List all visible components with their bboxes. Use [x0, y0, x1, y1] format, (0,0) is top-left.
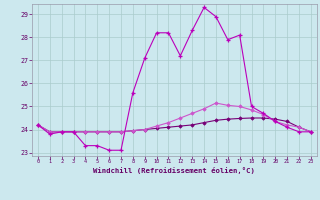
X-axis label: Windchill (Refroidissement éolien,°C): Windchill (Refroidissement éolien,°C) [93, 167, 255, 174]
